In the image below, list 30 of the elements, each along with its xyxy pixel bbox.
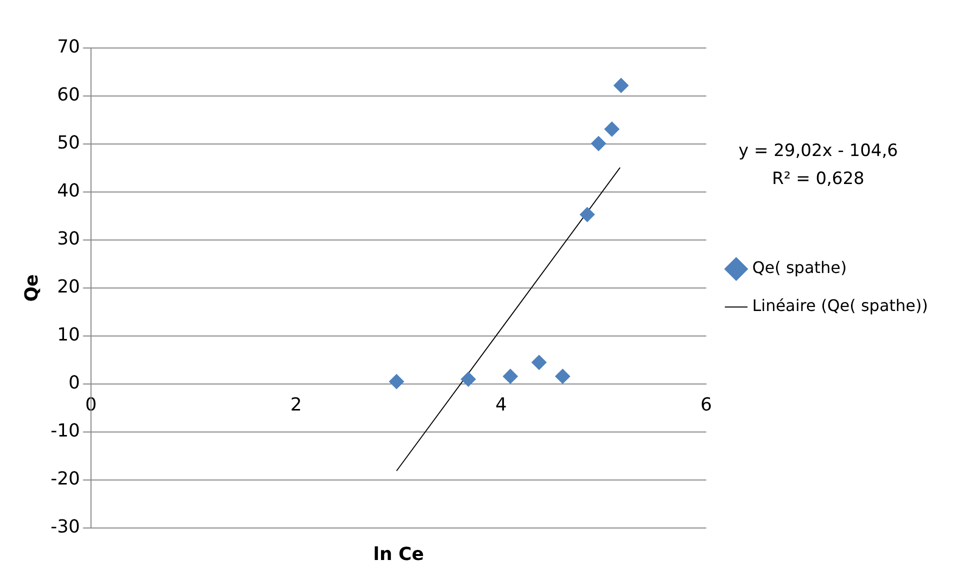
y-tick-label: -20 [50, 468, 80, 490]
x-tick-label: 0 [85, 394, 97, 416]
legend-label: Linéaire (Qe( spathe)) [752, 296, 928, 316]
y-tick-label: 60 [57, 84, 80, 106]
y-tick-label: 40 [57, 180, 80, 202]
y-tick-label: -30 [50, 516, 80, 538]
point [555, 368, 570, 384]
y-axis-title: Qe [21, 274, 42, 302]
point [389, 374, 404, 390]
y-tick-label: 70 [57, 36, 80, 58]
y-tick-label: 30 [57, 228, 80, 250]
x-tick-label: 4 [495, 394, 507, 416]
text: R² = 0,628 [772, 169, 864, 189]
x-axis-title: ln Ce [373, 544, 424, 565]
y-tick-label: 10 [57, 324, 80, 346]
point [580, 207, 595, 222]
point [460, 372, 476, 387]
point [604, 122, 620, 137]
y-tick-label: 50 [57, 132, 80, 154]
point [532, 354, 547, 370]
y-tick-label: 20 [57, 276, 80, 298]
y-tick-label: 0 [68, 372, 80, 394]
text: y = 29,02x - 104,6 [738, 141, 898, 161]
point [591, 136, 606, 152]
y-tick-label: -10 [50, 420, 80, 442]
point [614, 78, 629, 93]
x-tick-label: 2 [290, 394, 302, 416]
x-tick-label: 6 [700, 394, 712, 416]
point [502, 368, 518, 384]
legend-label: Qe( spathe) [752, 258, 847, 278]
